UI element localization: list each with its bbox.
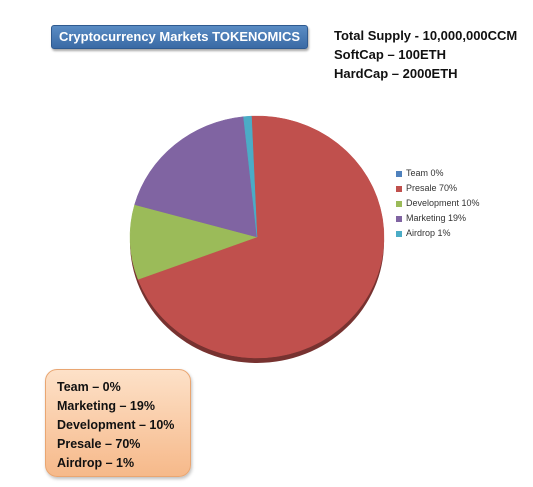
- pie-slice-airdrop: [243, 115, 258, 238]
- legend-item-team: Team 0%: [396, 166, 480, 181]
- legend-swatch-development: [396, 200, 402, 207]
- legend-swatch-presale: [396, 185, 402, 192]
- hardcap-text: HardCap – 2000ETH: [334, 66, 458, 81]
- legend-item-airdrop: Airdrop 1%: [396, 226, 480, 241]
- summary-team: Team – 0%: [57, 380, 121, 394]
- legend-label-airdrop: Airdrop 1%: [406, 228, 451, 238]
- legend-label-presale: Presale 70%: [406, 183, 458, 193]
- chart-title-banner: Cryptocurrency Markets TOKENOMICS: [51, 25, 308, 49]
- legend-label-development: Development 10%: [406, 198, 480, 208]
- summary-airdrop: Airdrop – 1%: [57, 456, 135, 470]
- legend-label-team: Team 0%: [406, 168, 444, 178]
- legend-swatch-team: [396, 170, 402, 177]
- chart-legend: Team 0% Presale 70% Development 10% Mark…: [396, 166, 480, 241]
- softcap-text: SoftCap – 100ETH: [334, 47, 446, 62]
- pie-slice-marketing: [134, 116, 258, 238]
- summary-presale: Presale – 70%: [57, 437, 141, 451]
- legend-item-presale: Presale 70%: [396, 181, 480, 196]
- legend-item-marketing: Marketing 19%: [396, 211, 480, 226]
- supply-info: Total Supply - 10,000,000CCM SoftCap – 1…: [334, 26, 517, 83]
- legend-label-marketing: Marketing 19%: [406, 213, 467, 223]
- legend-swatch-airdrop: [396, 230, 402, 237]
- pie-slice-development: [129, 204, 258, 280]
- summary-development: Development – 10%: [57, 418, 175, 432]
- legend-item-development: Development 10%: [396, 196, 480, 211]
- legend-swatch-marketing: [396, 215, 402, 222]
- allocation-summary-box: Team – 0% Marketing – 19% Development – …: [45, 369, 191, 477]
- summary-marketing: Marketing – 19%: [57, 399, 155, 413]
- total-supply-text: Total Supply - 10,000,000CCM: [334, 28, 518, 43]
- pie-slice-presale: [137, 115, 385, 359]
